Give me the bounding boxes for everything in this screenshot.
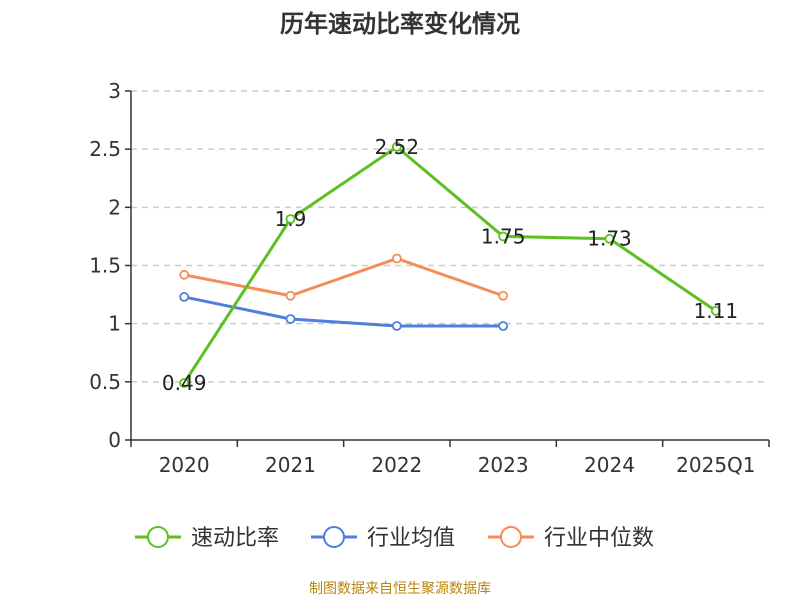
legend-swatch-marker [323, 526, 345, 548]
legend-label: 行业均值 [367, 526, 455, 551]
data-label: 2.52 [375, 135, 420, 159]
legend-swatch-marker [500, 526, 522, 548]
y-tick-label: 1.5 [89, 254, 121, 278]
y-tick-label: 2.5 [89, 137, 121, 161]
x-tick-label: 2025Q1 [676, 453, 755, 477]
data-point [710, 305, 721, 316]
legend-swatch-marker [147, 526, 169, 548]
data-point [179, 378, 190, 388]
data-label: 1.9 [275, 207, 307, 231]
data-label: 1.11 [694, 299, 739, 323]
data-point [285, 314, 296, 324]
x-tick-label: 2022 [371, 453, 422, 477]
data-point [391, 141, 402, 152]
x-tick-label: 2020 [159, 453, 210, 477]
y-tick-label: 0 [108, 428, 121, 452]
series-line [183, 257, 504, 298]
legend-label: 速动比率 [191, 526, 279, 551]
x-tick-label: 2021 [265, 453, 316, 477]
grid-lines [131, 90, 769, 383]
data-point [498, 321, 509, 331]
y-tick-label: 2 [108, 195, 121, 219]
data-point [285, 214, 296, 224]
x-tick-label: 2023 [478, 453, 529, 477]
series-line [182, 145, 717, 384]
data-point [391, 321, 402, 331]
y-tick-label: 1 [108, 312, 121, 336]
data-label: 1.73 [587, 227, 632, 251]
data-point [179, 292, 190, 302]
y-tick-label: 0.5 [89, 370, 121, 394]
data-label: 1.75 [481, 224, 526, 248]
chart-title: 历年速动比率变化情况 [280, 10, 520, 38]
series-group [179, 141, 721, 388]
legend-label: 行业中位数 [544, 526, 654, 551]
x-axis-ticks: 2020 2021 2022 2023 2024 2025Q1 [130, 440, 770, 477]
x-tick-label: 2024 [584, 453, 635, 477]
data-point [391, 253, 402, 264]
series-line [183, 295, 504, 328]
y-axis-ticks: 0 0.5 1 1.5 2 2.5 3 [89, 79, 131, 452]
data-point [179, 269, 190, 280]
data-label: 0.49 [162, 371, 207, 395]
y-tick-label: 3 [108, 79, 121, 103]
data-labels: 0.49 1.9 2.52 1.75 1.73 1.11 [162, 135, 738, 395]
data-point [498, 231, 509, 242]
data-point [604, 233, 615, 244]
source-note: 制图数据来自恒生聚源数据库 [309, 581, 491, 597]
data-point [285, 290, 296, 301]
legend[interactable]: 速动比率 行业均值 行业中位数 [135, 526, 654, 551]
data-point [498, 290, 509, 301]
